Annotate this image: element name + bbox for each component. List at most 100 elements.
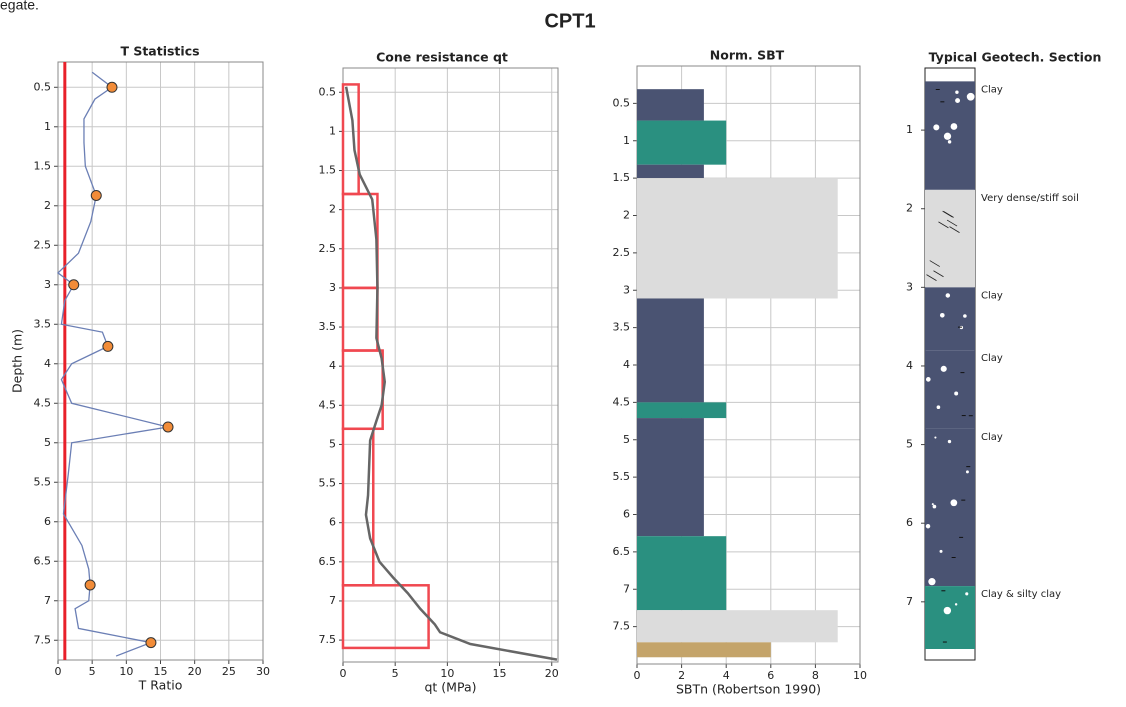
x-tick-label: 10	[440, 667, 454, 680]
chart-title: CPT1	[544, 10, 595, 32]
y-tick-label: 7.5	[34, 633, 52, 646]
y-tick-label: 7.5	[613, 620, 631, 633]
data-point	[106, 81, 118, 93]
panel-title: Typical Geotech. Section	[929, 50, 1102, 65]
x-tick-label: 0	[340, 667, 347, 680]
texture	[945, 293, 951, 298]
texture	[963, 314, 967, 318]
x-tick-label: 20	[545, 667, 559, 680]
texture	[954, 603, 958, 606]
y-tick-label: 3	[44, 278, 51, 291]
y-tick-label: 4	[623, 358, 630, 371]
y-tick-label: 5	[623, 433, 630, 446]
plot-frame	[57, 61, 264, 661]
soil-layer	[925, 189, 975, 288]
x-tick-label: 30	[256, 665, 270, 678]
texture	[925, 377, 931, 382]
y-tick-label: 0.5	[613, 96, 631, 109]
y-tick-label: 3	[623, 283, 630, 296]
y-tick-label: 5	[44, 436, 51, 449]
bar	[637, 298, 704, 403]
texture	[943, 132, 952, 140]
y-tick-label: 3	[329, 281, 336, 294]
y-tick-label: 2.5	[319, 242, 337, 255]
soil-layer	[925, 350, 975, 429]
y-tick-label: 6.5	[34, 554, 52, 567]
y-tick-label: 1	[906, 123, 913, 136]
y-tick-label: 2	[329, 203, 336, 216]
y-tick-label: 5.5	[319, 477, 337, 490]
texture	[947, 439, 952, 444]
layer-label: Clay & silty clay	[981, 589, 1061, 600]
data-point	[145, 637, 157, 649]
x-tick-label: 5	[392, 667, 399, 680]
texture	[943, 606, 952, 615]
y-tick-label: 4	[329, 359, 336, 372]
bar	[637, 610, 838, 643]
x-tick-label: 8	[812, 669, 819, 682]
texture	[940, 365, 947, 372]
texture	[936, 405, 941, 410]
x-tick-label: 15	[154, 665, 168, 678]
x-axis-title: qt (MPa)	[425, 680, 477, 695]
y-tick-label: 3.5	[34, 317, 52, 330]
y-tick-label: 4.5	[319, 398, 337, 411]
data-point	[68, 279, 80, 291]
x-tick-label: 20	[188, 665, 202, 678]
x-tick-label: 2	[678, 669, 685, 682]
caption-fragment: egate.	[0, 0, 39, 13]
y-tick-label: 1	[329, 124, 336, 137]
y-tick-label: 5.5	[613, 470, 631, 483]
layer-label: Clay	[981, 290, 1003, 301]
x-tick-label: 15	[493, 667, 507, 680]
x-tick-label: 0	[55, 665, 62, 678]
layer-label: Clay	[981, 84, 1003, 95]
y-tick-label: 2	[623, 209, 630, 222]
texture	[938, 221, 949, 229]
texture	[939, 312, 945, 318]
texture	[947, 140, 952, 144]
data-line	[344, 86, 558, 661]
layer-average	[341, 83, 360, 196]
bar	[637, 178, 838, 299]
data-point	[90, 190, 102, 202]
x-tick-label: 10	[119, 665, 133, 678]
panel-title: Norm. SBT	[710, 48, 785, 63]
x-tick-label: 25	[222, 665, 236, 678]
x-axis-title: T Ratio	[138, 678, 183, 693]
texture	[939, 549, 943, 553]
y-tick-label: 6	[906, 516, 913, 529]
data-point	[102, 340, 114, 352]
x-tick-label: 4	[723, 669, 730, 682]
texture	[946, 219, 958, 227]
y-tick-label: 5.5	[34, 475, 52, 488]
bar	[637, 89, 704, 121]
texture	[949, 226, 960, 233]
texture	[926, 274, 937, 281]
soil-layer	[925, 586, 975, 649]
bar	[637, 120, 727, 165]
bar	[637, 418, 704, 537]
y-tick-label: 4.5	[34, 396, 52, 409]
x-tick-label: 10	[853, 669, 867, 682]
y-tick-label: 6.5	[613, 545, 631, 558]
y-tick-label: 4	[906, 359, 913, 372]
texture	[965, 470, 969, 474]
y-tick-label: 2.5	[34, 238, 52, 251]
y-tick-label: 1.5	[34, 159, 52, 172]
y-tick-label: 1	[44, 120, 51, 133]
data-point	[162, 421, 174, 433]
texture	[934, 436, 937, 439]
texture	[954, 391, 959, 396]
texture	[950, 123, 958, 130]
texture	[950, 499, 958, 507]
texture	[928, 578, 936, 586]
texture	[929, 260, 940, 267]
y-tick-label: 7	[329, 594, 336, 607]
y-axis-title: Depth (m)	[10, 329, 25, 393]
y-tick-label: 5	[329, 437, 336, 450]
y-tick-label: 7	[906, 595, 913, 608]
bar	[637, 536, 727, 611]
